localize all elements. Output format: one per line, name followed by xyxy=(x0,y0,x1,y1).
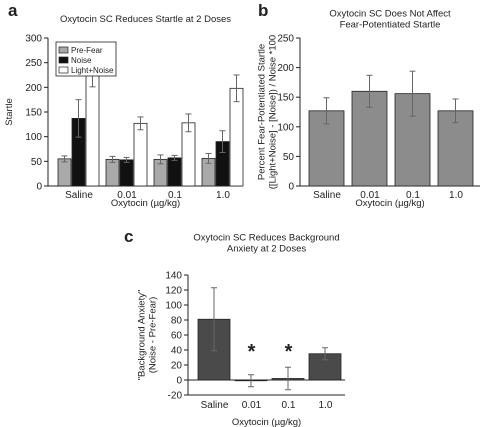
x-tick-label: 1.0 xyxy=(449,190,463,201)
bar xyxy=(133,122,148,187)
panel-label-b: b xyxy=(258,1,268,20)
significance-marker: * xyxy=(248,341,256,363)
y-tick-label: 250 xyxy=(25,58,42,69)
x-tick-label: 1.0 xyxy=(319,400,333,411)
x-tick-label: 0.01 xyxy=(360,190,380,201)
y-tick-label: 0 xyxy=(36,182,42,193)
bar xyxy=(119,159,134,187)
y-tick-label: 0 xyxy=(176,376,182,387)
y-tick-label: 150 xyxy=(277,93,294,104)
y-tick-label: 140 xyxy=(165,271,182,282)
x-tick-label: 1.0 xyxy=(216,190,230,201)
x-tick-label: Saline xyxy=(201,400,229,411)
legend-swatch xyxy=(58,56,69,64)
y-axis-label: Percent Fear-Potentiated Startle([Light+… xyxy=(257,35,279,189)
x-tick-label: Saline xyxy=(313,190,341,201)
legend-swatch xyxy=(58,66,69,74)
bar xyxy=(229,87,244,187)
panel-label-a: a xyxy=(8,1,18,20)
x-axis-label: Oxytocin (µg/kg) xyxy=(355,198,424,209)
chart-title: Oxytocin SC Reduces Background Anxiety at… xyxy=(193,233,339,255)
y-tick-label: 0 xyxy=(288,182,294,193)
y-tick-label: 80 xyxy=(171,316,183,327)
y-tick-label: -20 xyxy=(168,391,183,402)
legend-label: Noise xyxy=(71,56,92,65)
bar xyxy=(181,122,196,187)
x-axis-label: Oxytocin (µg/kg) xyxy=(111,198,180,209)
y-tick-label: 250 xyxy=(277,34,294,45)
x-tick-label: 0.1 xyxy=(282,400,296,411)
legend-swatch xyxy=(58,46,69,54)
chart-a: Oxytocin SC Reduces Startle at 2 Doses 0 5… xyxy=(4,14,244,209)
y-tick-label: 100 xyxy=(165,301,182,312)
y-tick-label: 200 xyxy=(25,83,42,94)
y-tick-label: 150 xyxy=(25,108,42,119)
bar xyxy=(105,158,120,187)
x-tick-label: 0.1 xyxy=(168,190,182,201)
y-tick-label: 100 xyxy=(277,122,294,133)
x-tick-label: 0.1 xyxy=(406,190,420,201)
x-tick-label: 0.01 xyxy=(242,400,262,411)
x-tick-label: 0.01 xyxy=(117,190,137,201)
y-tick-label: 120 xyxy=(165,286,182,297)
y-axis-label: Startle xyxy=(4,98,15,125)
bar xyxy=(437,110,474,187)
chart-b: Oxytocin SC Does Not Affect Fear-Potentia… xyxy=(257,9,480,209)
x-axis-label: Oxytocin (µg/kg) xyxy=(232,417,301,427)
legend-label: Pre-Fear xyxy=(71,46,103,55)
chart-title: Oxytocin SC Does Not Affect Fear-Potentia… xyxy=(329,9,451,31)
bar xyxy=(167,157,182,187)
y-tick-label: 20 xyxy=(171,361,183,372)
chart-title: Oxytocin SC Reduces Startle at 2 Doses xyxy=(60,14,231,25)
y-tick-label: 200 xyxy=(277,63,294,74)
y-tick-label: 100 xyxy=(25,132,42,143)
y-tick-label: 50 xyxy=(283,152,295,163)
y-tick-label: 300 xyxy=(25,34,42,45)
panel-label-c: c xyxy=(124,227,133,246)
x-tick-label: Saline xyxy=(65,190,93,201)
chart-c: Oxytocin SC Reduces Background Anxiety at… xyxy=(137,233,345,427)
legend-label: Light+Noise xyxy=(71,66,114,75)
y-tick-label: 60 xyxy=(171,331,183,342)
y-axis-label: "Background Anxiety"(Noise - Pre-Fear) xyxy=(137,290,159,381)
significance-marker: * xyxy=(285,341,293,363)
y-tick-label: 40 xyxy=(171,346,183,357)
y-tick-label: 50 xyxy=(31,157,43,168)
bar xyxy=(57,158,72,187)
